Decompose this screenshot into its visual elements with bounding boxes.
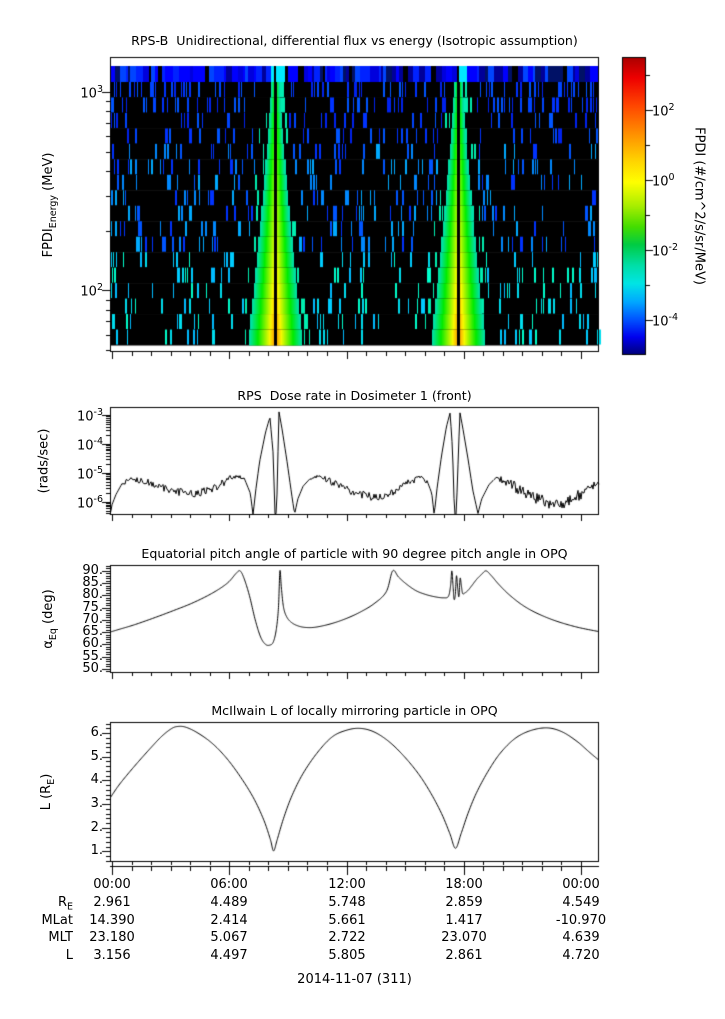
flux-panel-title: RPS-B Unidirectional, differential flux … — [131, 33, 578, 48]
table-value: 3.156 — [93, 948, 131, 963]
table-row-label: MLat — [41, 913, 73, 928]
table-value: 4.489 — [210, 895, 248, 910]
pitch_angle-y-tick-label: 60. — [82, 636, 103, 651]
dose-y-tick-label: 10-6 — [76, 494, 103, 512]
mcilwain_l-y-tick-label: 4. — [90, 772, 103, 787]
table-value: 5.748 — [328, 895, 366, 910]
table-value: 4.639 — [562, 930, 600, 945]
table-value: -10.970 — [555, 913, 607, 928]
dose-y-tick-label: 10-5 — [76, 465, 103, 483]
colorbar-label: FPDI (#/cm^2/s/sr/MeV) — [691, 127, 707, 285]
table-value: 14.390 — [89, 913, 135, 928]
date-label: 2014-11-07 (311) — [297, 972, 412, 987]
time-tick-label: 12:00 — [328, 877, 366, 892]
dose-y-tick-label: 10-3 — [76, 407, 103, 425]
pitch_angle-y-tick-label: 85. — [82, 575, 103, 590]
flux-y-axis-label: FPDIEnergy (MeV) — [41, 152, 59, 258]
pitch_angle-y-tick-label: 90. — [82, 563, 103, 578]
table-value: 2.861 — [445, 948, 483, 963]
colorbar-tick-label: 10-2 — [652, 242, 679, 260]
time-tick-label: 18:00 — [445, 877, 483, 892]
dose-panel-title: RPS Dose rate in Dosimeter 1 (front) — [237, 388, 472, 403]
table-value: 23.070 — [441, 930, 487, 945]
colorbar-tick-label: 102 — [652, 102, 675, 120]
colorbar-tick-label: 10-4 — [652, 312, 679, 330]
table-value: 5.661 — [328, 913, 366, 928]
time-tick-label: 06:00 — [210, 877, 248, 892]
flux-y-tick-label: 103 — [80, 84, 103, 102]
mcilwain_l-y-tick-label: 1. — [90, 843, 103, 858]
mcilwain_l-y-tick-label: 6. — [90, 725, 103, 740]
table-row-label: L — [65, 948, 73, 963]
lshell-panel-title: McIlwain L of locally mirroring particle… — [211, 703, 498, 718]
table-value: 1.417 — [445, 913, 483, 928]
mcilwain_l-y-tick-label: 2. — [90, 820, 103, 835]
time-tick-label: 00:00 — [562, 877, 600, 892]
table-value: 2.414 — [210, 913, 248, 928]
colorbar-tick-label: 100 — [652, 172, 675, 190]
table-value: 2.722 — [328, 930, 366, 945]
dose-y-tick-label: 10-4 — [76, 436, 103, 454]
table-row-label: MLT — [48, 930, 73, 945]
pitch_angle-y-tick-label: 70. — [82, 612, 103, 627]
table-value: 2.961 — [93, 895, 131, 910]
pitch_angle-y-tick-label: 50. — [82, 661, 103, 676]
mcilwain_l-y-tick-label: 5. — [90, 749, 103, 764]
pitch_angle-y-tick-label: 65. — [82, 624, 103, 639]
mcilwain_l-y-tick-label: 3. — [90, 796, 103, 811]
pitch-panel-title: Equatorial pitch angle of particle with … — [141, 546, 568, 561]
table-value: 4.549 — [562, 895, 600, 910]
table-value: 5.805 — [328, 948, 366, 963]
pitch_angle-y-tick-label: 80. — [82, 587, 103, 602]
time-tick-label: 00:00 — [93, 877, 131, 892]
pitch_angle-y-tick-label: 75. — [82, 600, 103, 615]
table-value: 4.720 — [562, 948, 600, 963]
table-row-label: RE — [57, 895, 73, 913]
table-value: 23.180 — [89, 930, 135, 945]
table-value: 5.067 — [210, 930, 248, 945]
table-value: 2.859 — [445, 895, 483, 910]
flux-y-tick-label: 102 — [80, 282, 103, 300]
table-value: 4.497 — [210, 948, 248, 963]
pitch_angle-y-tick-label: 55. — [82, 649, 103, 664]
